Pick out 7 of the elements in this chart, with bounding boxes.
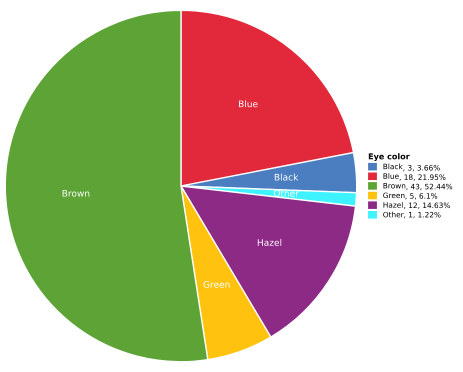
slice-label: Blue <box>238 100 258 108</box>
slice-label: Hazel <box>258 238 282 246</box>
slice-label: Brown <box>62 190 90 197</box>
slice-label: Green <box>203 281 230 288</box>
slice-label: Other <box>274 190 299 197</box>
slice-label: Black <box>274 174 298 181</box>
legend-title: Eye color <box>368 153 410 162</box>
